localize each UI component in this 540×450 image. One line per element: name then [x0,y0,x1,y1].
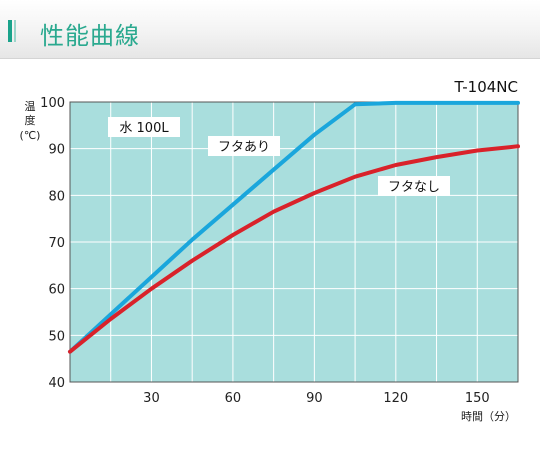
x-tick-label: 90 [306,391,323,406]
section-header: 性能曲線 [0,0,540,59]
x-tick-label: 30 [143,391,160,406]
series-label-without-lid-box [378,176,450,196]
series-line-with-lid [68,100,520,354]
header-accent-bar [8,20,12,42]
y-tick-label: 90 [48,143,65,158]
y-tick-label: 70 [48,236,65,251]
series-label-without-lid: フタなし [388,180,440,195]
x-tick-label: 150 [465,391,490,406]
series-label-with-lid-box [208,136,280,156]
y-axis-label-char: 度 [25,113,36,127]
y-tick-label: 100 [40,96,65,111]
y-axis-label-char: 温 [25,100,36,113]
plot-frame [69,101,519,383]
y-axis-unit: (℃) [20,129,41,142]
model-label: T-104NC [453,78,518,96]
section-title: 性能曲線 [40,22,140,50]
condition-note: 水 100L [119,121,169,136]
y-tick-label: 50 [48,329,65,344]
series-label-with-lid: フタあり [218,140,270,155]
y-tick-label: 60 [48,283,65,298]
header-accent-bar-light [14,20,16,42]
y-tick-label: 40 [48,376,65,391]
series-line-without-lid [68,144,520,354]
y-tick-label: 80 [48,189,65,204]
x-tick-label: 120 [383,391,408,406]
x-axis-label: 時間（分） [461,410,516,423]
x-tick-label: 60 [225,391,242,406]
condition-note-box [108,117,180,137]
